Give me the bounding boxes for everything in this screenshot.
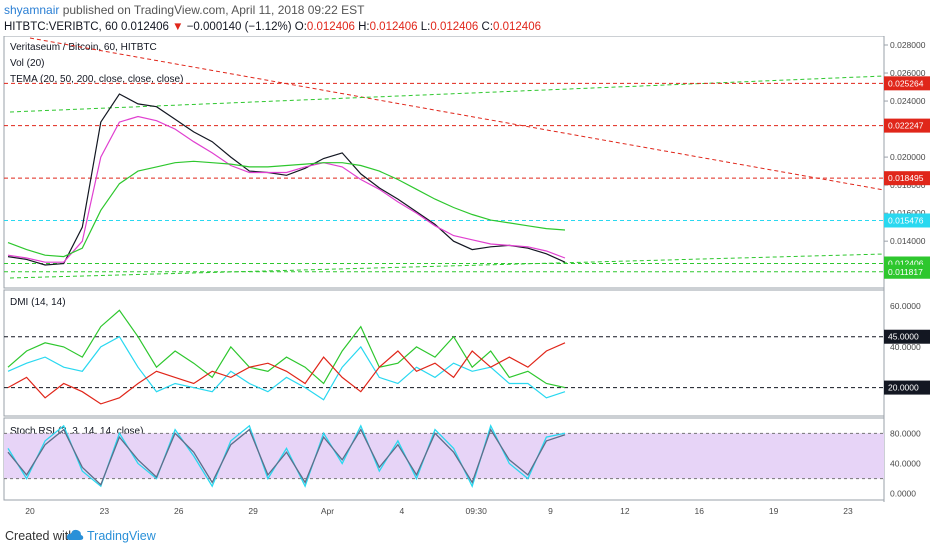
trendline-green-lower[interactable] — [9, 253, 885, 279]
x-tick-label: 19 — [769, 506, 779, 516]
price-tick-label: 0.020000 — [890, 152, 926, 162]
x-tick-label: 12 — [620, 506, 630, 516]
dmi-line-3 — [7, 342, 566, 405]
open-value: 0.012406 — [306, 21, 355, 33]
x-tick-label: 23 — [843, 506, 853, 516]
x-tick-label: Apr — [321, 506, 334, 516]
dmi-tick-label: 60.0000 — [890, 301, 921, 311]
tradingview-brand[interactable]: TradingView — [87, 529, 156, 543]
tema-line-2 — [7, 115, 566, 263]
price-tag-label: 0.022247 — [888, 121, 924, 131]
x-tick-label: 16 — [695, 506, 705, 516]
publish-info: published on TradingView.com, April 11, … — [59, 3, 365, 17]
stoch-tick-label: 40.0000 — [890, 459, 921, 469]
stoch-line-2 — [7, 428, 566, 486]
stoch-tick-label: 80.0000 — [890, 428, 921, 438]
price-tick-label: 0.014000 — [890, 236, 926, 246]
chart-header: shyamnair published on TradingView.com, … — [0, 0, 932, 38]
price-tag — [884, 264, 930, 279]
price-tag — [884, 118, 930, 133]
author-link[interactable]: shyamnair — [4, 3, 60, 17]
tradingview-cloud-icon — [66, 529, 84, 540]
ohlc-line: HITBTC:VERIBTC, 60 0.012406 ▼ −0.000140 … — [4, 21, 541, 33]
x-tick-label: 09:30 — [466, 506, 488, 516]
x-tick-label: 9 — [548, 506, 553, 516]
x-tick-label: 29 — [248, 506, 258, 516]
price-tick-label: 0.026000 — [890, 68, 926, 78]
price-change: −0.000140 (−1.12%) — [186, 21, 292, 33]
dmi-level-label: 45.0000 — [888, 332, 919, 342]
price-tag-label: 0.025264 — [888, 78, 924, 88]
stoch-pane-title: Stoch RSI (3, 3, 14, 14, close) — [10, 426, 143, 437]
footer: Created with TradingView — [0, 522, 932, 550]
dmi-line-1 — [7, 309, 566, 389]
dmi-line-2 — [7, 335, 566, 401]
dmi-level-label: 20.0000 — [888, 383, 919, 393]
dmi-level-tag — [884, 329, 930, 344]
dmi-pane-frame — [3, 289, 885, 417]
price-tick-label: 0.016000 — [890, 208, 926, 218]
price-tick-label: 0.024000 — [890, 96, 926, 106]
x-tick-label: 26 — [174, 506, 184, 516]
price-tag-label: 0.012406 — [888, 258, 924, 268]
stoch-band — [4, 433, 884, 479]
dmi-tick-label: 40.0000 — [890, 342, 921, 352]
created-with-label: Created with — [5, 529, 76, 543]
stoch-line-1 — [7, 424, 566, 488]
high-label: H: — [358, 21, 370, 33]
tema-line-1 — [7, 93, 566, 266]
x-tick-label: 23 — [100, 506, 110, 516]
price-tick-label: 0.028000 — [890, 40, 926, 50]
price-tag — [884, 213, 930, 228]
price-pane-title: Veritaseum / Bitcoin, 60, HITBTC — [10, 42, 157, 53]
trendline-red[interactable] — [29, 37, 885, 191]
price-tag-label: 0.015476 — [888, 215, 924, 225]
price-tag — [884, 76, 930, 91]
publish-line: shyamnair published on TradingView.com, … — [4, 3, 364, 17]
price-tag-label: 0.018495 — [888, 173, 924, 183]
x-tick-label: 20 — [25, 506, 35, 516]
price-tag — [884, 171, 930, 186]
stoch-tick-label: 0.0000 — [890, 489, 916, 499]
last-price: 0.012406 — [120, 21, 169, 33]
tema-line-3 — [7, 160, 566, 258]
dmi-pane-title: DMI (14, 14) — [10, 297, 66, 308]
symbol-label: HITBTC:VERIBTC, 60 — [4, 21, 118, 33]
x-tick-label: 4 — [399, 506, 404, 516]
dmi-level-tag — [884, 380, 930, 395]
tema-legend: TEMA (20, 50, 200, close, close, close) — [10, 74, 183, 85]
chart-canvas[interactable]: Veritaseum / Bitcoin, 60, HITBTC Vol (20… — [0, 36, 932, 522]
low-label: L: — [420, 21, 431, 33]
change-arrow-icon: ▼ — [172, 21, 184, 33]
open-label: O: — [294, 21, 307, 33]
close-value: 0.012406 — [493, 21, 541, 33]
low-value: 0.012406 — [430, 21, 479, 33]
trendline-green-upper[interactable] — [9, 75, 885, 113]
price-tag-label: 0.011817 — [888, 267, 923, 277]
high-value: 0.012406 — [369, 21, 418, 33]
volume-legend: Vol (20) — [10, 58, 44, 69]
close-label: C: — [481, 21, 494, 33]
